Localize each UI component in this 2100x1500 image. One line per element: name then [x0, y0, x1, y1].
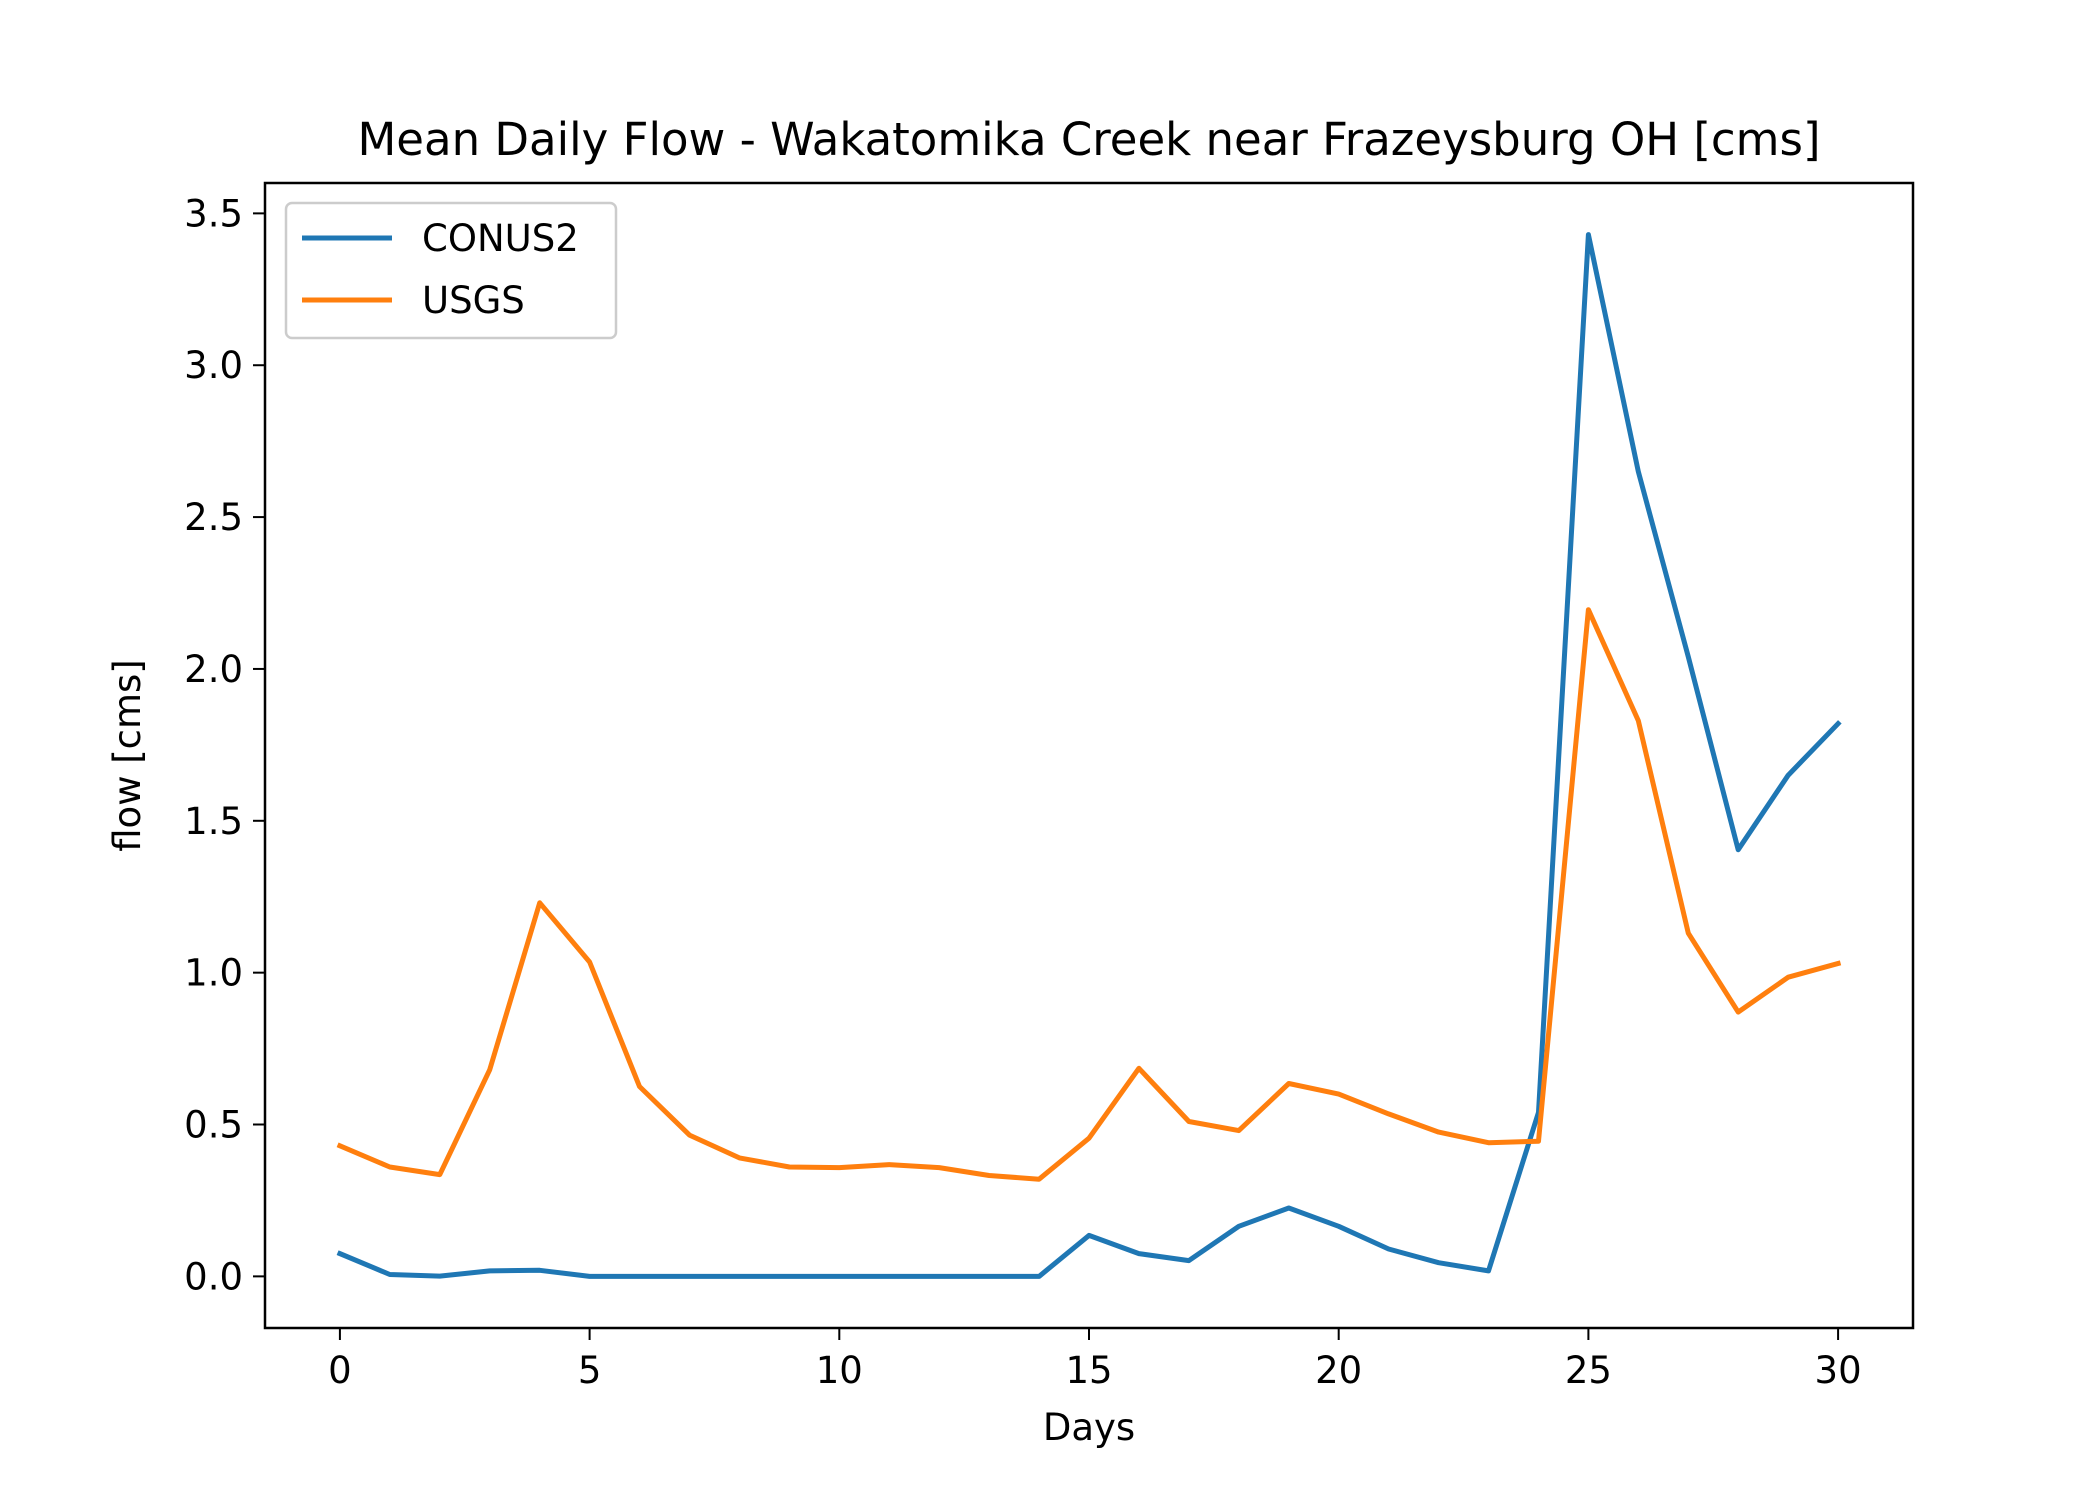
y-axis-label: flow [cms] [106, 659, 149, 852]
y-axis: 0.0 0.5 1.0 1.5 2.0 2.5 3.0 3.5 [184, 192, 265, 1298]
series-line-usgs [336, 607, 1842, 1182]
x-axis: 0 5 10 15 20 25 30 [328, 1328, 1862, 1392]
y-tick-label: 0.5 [184, 1104, 243, 1147]
legend-label: USGS [422, 279, 525, 322]
chart-title: Mean Daily Flow - Wakatomika Creek near … [357, 113, 1820, 166]
y-tick-label: 1.0 [184, 952, 243, 995]
x-tick-label: 20 [1315, 1349, 1362, 1392]
x-tick-label: 0 [328, 1349, 352, 1392]
x-tick-label: 5 [578, 1349, 602, 1392]
x-tick-label: 15 [1065, 1349, 1112, 1392]
y-tick-label: 1.5 [184, 800, 243, 843]
y-tick-label: 3.5 [184, 192, 243, 235]
x-tick-label: 10 [816, 1349, 863, 1392]
legend-label: CONUS2 [422, 217, 579, 260]
series-line-conus2 [336, 232, 1842, 1279]
x-tick-label: 25 [1565, 1349, 1612, 1392]
y-tick-label: 2.5 [184, 496, 243, 539]
x-axis-label: Days [1043, 1406, 1135, 1449]
y-tick-label: 0.0 [184, 1255, 243, 1298]
series-group [336, 232, 1842, 1279]
y-tick-label: 3.0 [184, 344, 243, 387]
x-tick-label: 30 [1815, 1349, 1862, 1392]
y-tick-label: 2.0 [184, 648, 243, 691]
legend: CONUS2 USGS [284, 201, 618, 340]
